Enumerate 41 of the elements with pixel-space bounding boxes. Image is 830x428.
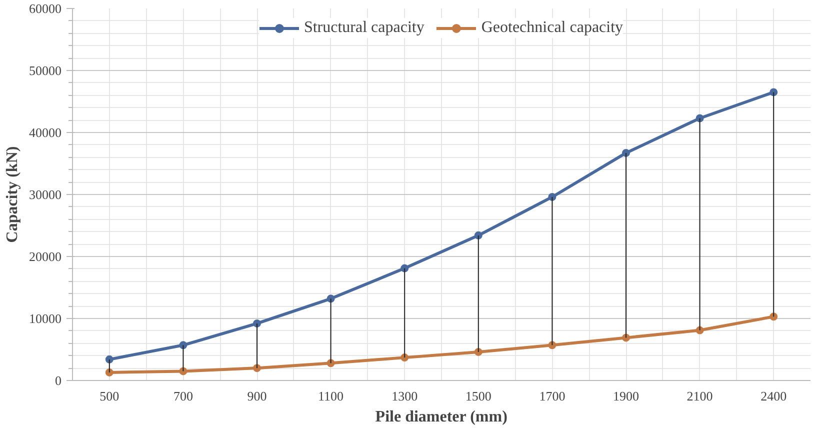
point	[696, 326, 704, 334]
x-tick-label: 1300	[392, 388, 418, 404]
y-tick-label: 40000	[29, 125, 62, 140]
point	[179, 341, 188, 350]
x-tick-label: 2100	[686, 388, 713, 404]
y-tick-label: 30000	[29, 187, 62, 202]
y-axis-title: Capacity (kN)	[4, 146, 21, 243]
point	[474, 348, 482, 356]
point	[400, 264, 409, 272]
x-axis-title: Pile diameter (mm)	[375, 408, 508, 426]
point	[326, 359, 335, 368]
x-tick-label: 700	[173, 388, 193, 404]
y-tick-label: 10000	[29, 311, 62, 326]
point	[105, 368, 114, 376]
point	[326, 294, 335, 303]
x-tick-label: 1500	[465, 388, 492, 404]
point	[770, 88, 778, 96]
y-tick-label: 60000	[29, 1, 62, 16]
x-tick-label: 1100	[318, 388, 344, 404]
point	[253, 319, 261, 328]
x-tick-label: 2400	[760, 388, 787, 404]
y-tick-label: 50000	[29, 63, 62, 78]
legend-label: Geotechnical capacity	[481, 19, 624, 37]
x-tick-label: 500	[100, 388, 120, 404]
x-tick-label: 900	[247, 388, 267, 404]
point	[400, 354, 409, 362]
point	[474, 231, 482, 240]
point	[548, 341, 556, 350]
point	[622, 334, 630, 342]
point	[105, 355, 114, 364]
point	[179, 367, 188, 376]
point	[548, 192, 556, 201]
x-tick-label: 1900	[613, 388, 639, 404]
y-tick-label: 0	[55, 373, 62, 388]
legend-label: Structural capacity	[304, 19, 424, 37]
y-tick-label: 20000	[29, 249, 62, 264]
point	[253, 364, 261, 372]
point	[770, 312, 778, 321]
point	[696, 114, 704, 122]
x-tick-label: 1700	[539, 388, 566, 404]
point	[622, 148, 630, 157]
